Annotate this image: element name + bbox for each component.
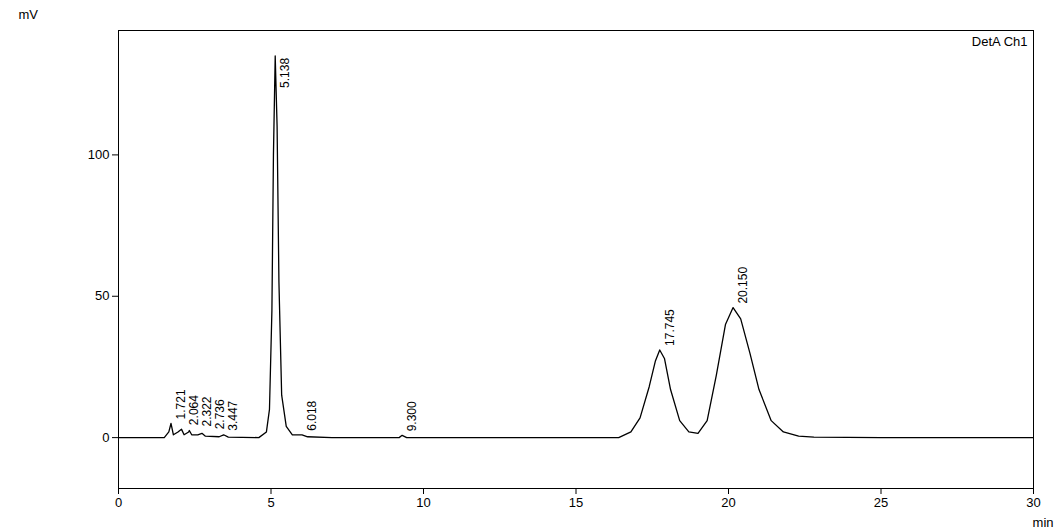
svg-text:50: 50 bbox=[95, 288, 109, 303]
svg-text:2.322: 2.322 bbox=[200, 396, 214, 426]
svg-text:0: 0 bbox=[102, 430, 109, 445]
svg-text:mV: mV bbox=[19, 7, 39, 22]
svg-text:15: 15 bbox=[569, 495, 583, 510]
svg-text:5: 5 bbox=[267, 495, 274, 510]
svg-text:2.064: 2.064 bbox=[187, 395, 201, 425]
svg-text:5.138: 5.138 bbox=[278, 58, 292, 88]
svg-text:2.736: 2.736 bbox=[213, 399, 227, 429]
svg-text:min: min bbox=[1033, 515, 1054, 530]
svg-text:17.745: 17.745 bbox=[663, 309, 677, 346]
svg-text:DetA Ch1: DetA Ch1 bbox=[972, 34, 1028, 49]
svg-text:6.018: 6.018 bbox=[305, 400, 319, 430]
svg-text:100: 100 bbox=[88, 147, 110, 162]
svg-text:30: 30 bbox=[1026, 495, 1040, 510]
svg-text:20.150: 20.150 bbox=[736, 267, 750, 304]
svg-text:1.721: 1.721 bbox=[174, 389, 188, 419]
svg-text:20: 20 bbox=[721, 495, 735, 510]
svg-text:9.300: 9.300 bbox=[405, 401, 419, 431]
svg-text:3.447: 3.447 bbox=[226, 400, 240, 430]
svg-text:25: 25 bbox=[874, 495, 888, 510]
svg-text:0: 0 bbox=[115, 495, 122, 510]
svg-text:10: 10 bbox=[416, 495, 430, 510]
